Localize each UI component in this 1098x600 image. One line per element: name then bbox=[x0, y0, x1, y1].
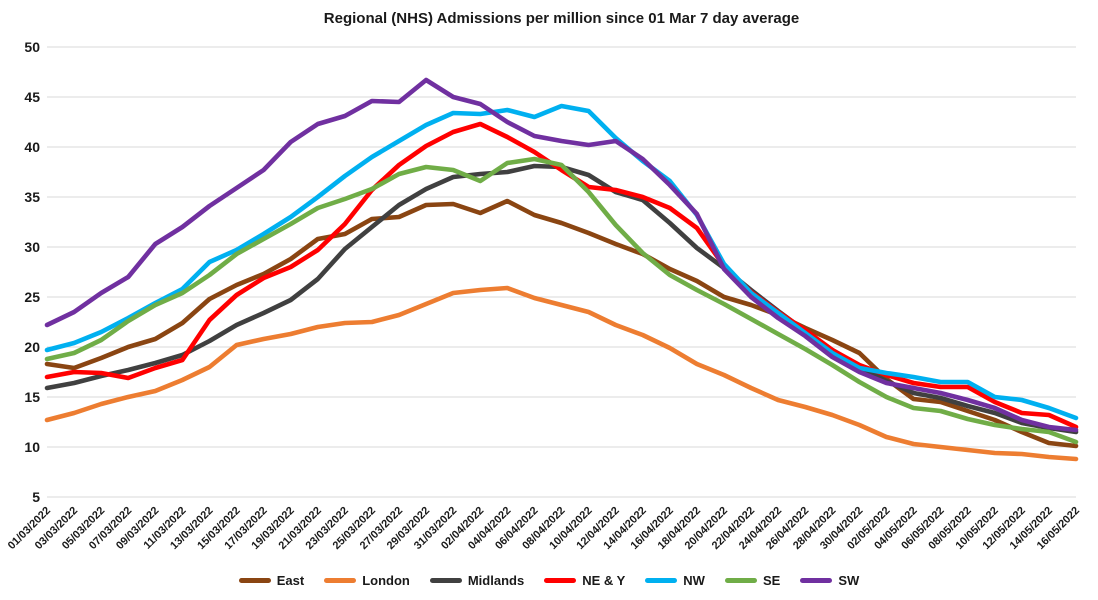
legend-swatch-east-icon bbox=[238, 577, 271, 583]
legend-label-ne-y: NE & Y bbox=[582, 572, 626, 588]
legend-label-london: London bbox=[362, 572, 410, 588]
legend-item-se: SE bbox=[724, 572, 781, 588]
series-line-ne-y bbox=[44, 121, 1079, 430]
series-line-east bbox=[44, 198, 1079, 449]
legend-item-midlands: Midlands bbox=[429, 572, 525, 588]
legend-label-sw: SW bbox=[838, 572, 860, 588]
series-line-nw bbox=[44, 103, 1079, 421]
legend-label-nw: NW bbox=[683, 572, 705, 588]
y-tick-label: 15 bbox=[24, 389, 40, 405]
y-tick-label: 45 bbox=[24, 89, 40, 105]
chart-title: Regional (NHS) Admissions per million si… bbox=[323, 10, 800, 27]
legend-swatch-sw-icon bbox=[800, 577, 833, 583]
legend-swatch-se-icon bbox=[724, 577, 757, 583]
legend-label-east: East bbox=[276, 572, 305, 588]
series-line-sw bbox=[44, 77, 1079, 433]
legend-swatch-ne-y-icon bbox=[544, 577, 577, 583]
legend-swatch-midlands-icon bbox=[429, 577, 462, 583]
legend-item-nw: NW bbox=[645, 573, 705, 588]
legend-label-se: SE bbox=[762, 572, 781, 588]
y-tick-label: 25 bbox=[24, 289, 40, 305]
legend-swatch-london-icon bbox=[324, 577, 357, 583]
legend-label-midlands: Midlands bbox=[467, 572, 525, 588]
legend-swatch-nw-icon bbox=[645, 577, 678, 583]
series-line-se bbox=[44, 156, 1079, 445]
legend-item-ne-y: NE & Y bbox=[544, 573, 625, 588]
y-tick-label: 5 bbox=[32, 489, 40, 505]
chart-legend: East London Midlands NE & Y NW SE SW bbox=[0, 567, 1098, 593]
legend-item-sw: SW bbox=[800, 573, 859, 588]
y-tick-label: 10 bbox=[24, 439, 40, 455]
y-tick-label: 50 bbox=[24, 39, 40, 55]
series-line-midlands bbox=[44, 163, 1079, 435]
legend-item-east: East bbox=[238, 572, 305, 588]
legend-item-london: London bbox=[324, 573, 410, 588]
y-tick-label: 30 bbox=[24, 239, 40, 255]
series-line-london bbox=[44, 285, 1079, 462]
y-tick-label: 40 bbox=[24, 139, 40, 155]
y-tick-label: 20 bbox=[24, 339, 40, 355]
y-tick-label: 35 bbox=[24, 189, 40, 205]
